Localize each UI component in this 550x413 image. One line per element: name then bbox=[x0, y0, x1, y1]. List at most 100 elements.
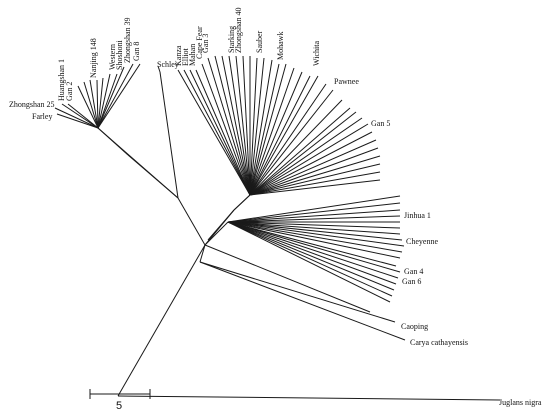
tree-branch bbox=[235, 55, 251, 196]
tree-branch bbox=[249, 63, 280, 196]
taxon-label-gan3: Gan 3 bbox=[201, 34, 210, 53]
tree-branch bbox=[249, 89, 334, 196]
taxon-label-starking: Starking bbox=[227, 26, 236, 53]
taxon-label-capefear: Cape Fear bbox=[195, 26, 204, 59]
taxon-labels: Zhongshan 25 Farley Huangshan 1 Gan 2 Na… bbox=[9, 7, 542, 407]
tree-branch bbox=[227, 221, 403, 253]
tree-branch bbox=[228, 55, 251, 196]
tree-branch bbox=[221, 55, 251, 196]
tree-branch bbox=[159, 71, 179, 199]
taxon-label-western: Western bbox=[108, 44, 117, 70]
tree-branch bbox=[249, 139, 377, 196]
tree-branches bbox=[54, 55, 501, 401]
scale-bar-label: 5 bbox=[116, 400, 122, 412]
tree-branch bbox=[249, 179, 381, 196]
tree-branch bbox=[189, 69, 251, 196]
taxon-label-juglans: Juglans nigra bbox=[499, 398, 542, 407]
tree-branch bbox=[227, 221, 391, 303]
tree-branch bbox=[157, 65, 161, 73]
tree-branch bbox=[249, 59, 273, 196]
tree-branch bbox=[249, 67, 295, 196]
tree-branch bbox=[249, 163, 381, 196]
tree-branch bbox=[127, 154, 179, 199]
taxon-label-huangshan1: Huangshan 1 bbox=[57, 59, 66, 101]
tree-branch bbox=[199, 261, 406, 341]
tree-branch bbox=[227, 221, 401, 273]
tree-branch bbox=[97, 63, 141, 129]
tree-branch bbox=[199, 261, 396, 323]
scale-bar: 5 bbox=[89, 389, 151, 412]
tree-branch bbox=[227, 221, 395, 291]
tree-branch bbox=[56, 113, 99, 129]
taxon-label-wichita: Wichita bbox=[312, 41, 321, 66]
tree-branch bbox=[249, 99, 343, 196]
tree-branch bbox=[227, 221, 401, 229]
taxon-label-mohawk: Mohawk bbox=[276, 32, 285, 60]
tree-branch bbox=[227, 195, 401, 223]
taxon-label-pawnee: Pawnee bbox=[334, 77, 359, 86]
tree-branch bbox=[249, 117, 363, 196]
taxon-label-zhongshan25: Zhongshan 25 bbox=[9, 100, 55, 109]
tree-branch bbox=[227, 215, 401, 223]
tree-branch bbox=[201, 63, 251, 196]
taxon-label-gan4: Gan 4 bbox=[404, 267, 423, 276]
tree-branch bbox=[61, 103, 99, 129]
tree-branch bbox=[117, 244, 206, 397]
taxon-label-gan6: Gan 6 bbox=[402, 277, 421, 286]
tree-branch bbox=[117, 395, 501, 401]
tree-branch bbox=[249, 75, 319, 196]
taxon-label-mahan: Mahan bbox=[188, 44, 197, 66]
tree-branch bbox=[195, 69, 251, 196]
tree-branch bbox=[224, 221, 229, 226]
tree-branch bbox=[97, 73, 111, 129]
tree-branch bbox=[249, 171, 381, 196]
tree-branch bbox=[77, 85, 99, 129]
tree-branch bbox=[67, 103, 99, 129]
taxon-label-farley: Farley bbox=[32, 112, 52, 121]
taxon-label-gan8: Gan 8 bbox=[132, 42, 141, 61]
tree-branch bbox=[249, 63, 287, 196]
tree-branch bbox=[249, 155, 381, 196]
tree-branch bbox=[227, 221, 399, 279]
tree-branch bbox=[227, 209, 401, 223]
tree-branch bbox=[249, 57, 258, 196]
tree-branch bbox=[97, 63, 134, 129]
taxon-label-caoping: Caoping bbox=[401, 322, 428, 331]
tree-branch bbox=[227, 221, 401, 259]
taxon-label-zhongshan40: Zhongshan 40 bbox=[234, 7, 243, 53]
tree-branch bbox=[249, 83, 327, 196]
tree-branch bbox=[249, 57, 265, 196]
taxon-label-nanjing148: Nanjing 148 bbox=[89, 38, 98, 78]
tree-branch bbox=[96, 79, 99, 129]
taxon-label-sauber: Sauber bbox=[255, 30, 264, 53]
tree-branch bbox=[242, 55, 251, 196]
taxon-label-kanza: Kanza bbox=[174, 45, 183, 66]
tree-branch bbox=[83, 81, 99, 129]
tree-branch bbox=[227, 221, 405, 247]
tree-branch bbox=[207, 57, 251, 196]
taxon-label-cheyenne: Cheyenne bbox=[406, 237, 438, 246]
taxon-label-schley: Schley bbox=[157, 60, 179, 69]
tree-branch bbox=[233, 194, 251, 211]
taxon-label-jinhua1: Jinhua 1 bbox=[404, 211, 431, 220]
tree-branch bbox=[207, 209, 235, 241]
tree-branch bbox=[97, 66, 125, 129]
tree-branch bbox=[227, 221, 397, 285]
tree-branch bbox=[227, 221, 403, 241]
tree-branch bbox=[199, 244, 206, 263]
tree-branch bbox=[249, 147, 379, 196]
tree-branch bbox=[97, 77, 104, 129]
tree-branch bbox=[227, 202, 401, 223]
tree-branch bbox=[249, 111, 357, 196]
tree-branch bbox=[227, 221, 397, 267]
tree-branch bbox=[249, 123, 369, 196]
tree-branch bbox=[249, 131, 373, 196]
taxon-label-gan5: Gan 5 bbox=[371, 119, 390, 128]
tree-branch bbox=[214, 55, 251, 196]
tree-branch bbox=[183, 69, 251, 196]
tree-branch bbox=[89, 79, 99, 129]
tree-branch bbox=[97, 73, 118, 129]
tree-branch bbox=[249, 71, 303, 196]
tree-branch bbox=[177, 69, 251, 196]
